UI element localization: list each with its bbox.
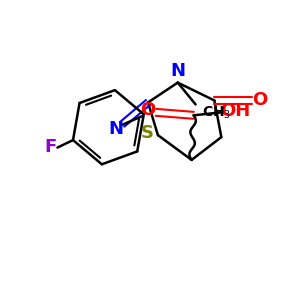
- Text: OH: OH: [220, 102, 250, 120]
- Text: S: S: [140, 124, 154, 142]
- Text: O: O: [252, 92, 268, 110]
- Text: N: N: [170, 62, 185, 80]
- Text: O: O: [140, 101, 156, 119]
- Text: N: N: [109, 120, 124, 138]
- Text: CH$_3$: CH$_3$: [202, 104, 231, 121]
- Text: F: F: [44, 138, 57, 156]
